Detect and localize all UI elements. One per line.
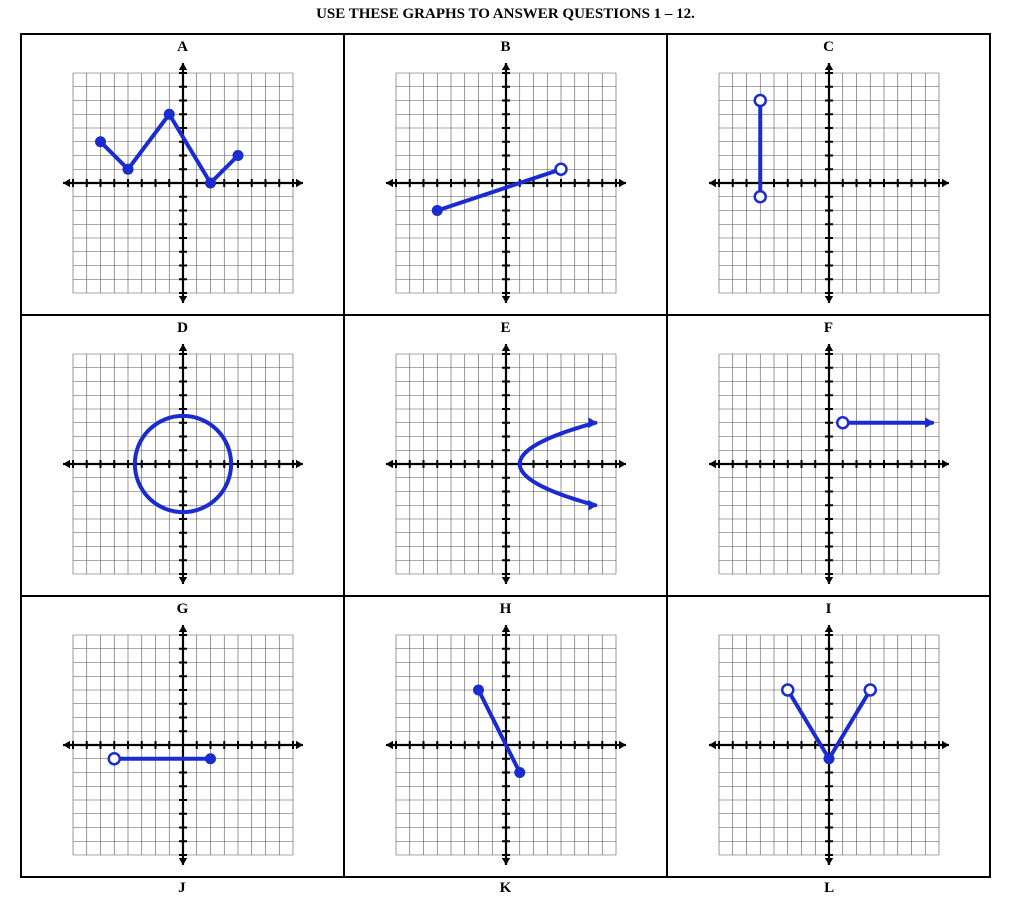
chart-label: I [826, 601, 832, 618]
grid-cell: G [21, 596, 344, 877]
chart-b [381, 58, 631, 308]
grid-cell: D [21, 315, 344, 596]
bottom-label: J [20, 880, 344, 897]
chart-e [381, 339, 631, 589]
grid-cell: E [344, 315, 667, 596]
chart-h [381, 620, 631, 870]
chart-label: B [500, 39, 510, 56]
chart-grid: A B C D E F G H I [20, 33, 991, 878]
chart-label: E [500, 320, 510, 337]
chart-label: C [823, 39, 834, 56]
chart-label: G [177, 601, 189, 618]
chart-label: A [177, 39, 188, 56]
chart-label: H [500, 601, 512, 618]
grid-cell: F [667, 315, 990, 596]
chart-a [58, 58, 308, 308]
chart-i [704, 620, 954, 870]
page-title: USE THESE GRAPHS TO ANSWER QUESTIONS 1 –… [20, 6, 991, 23]
grid-cell: A [21, 34, 344, 315]
chart-label: F [824, 320, 833, 337]
grid-cell: I [667, 596, 990, 877]
chart-c [704, 58, 954, 308]
chart-g [58, 620, 308, 870]
grid-cell: H [344, 596, 667, 877]
grid-cell: C [667, 34, 990, 315]
grid-cell: B [344, 34, 667, 315]
chart-label: D [177, 320, 188, 337]
bottom-label: K [344, 880, 668, 897]
bottom-labels-row: JKL [20, 880, 991, 897]
chart-d [58, 339, 308, 589]
chart-f [704, 339, 954, 589]
bottom-label: L [667, 880, 991, 897]
